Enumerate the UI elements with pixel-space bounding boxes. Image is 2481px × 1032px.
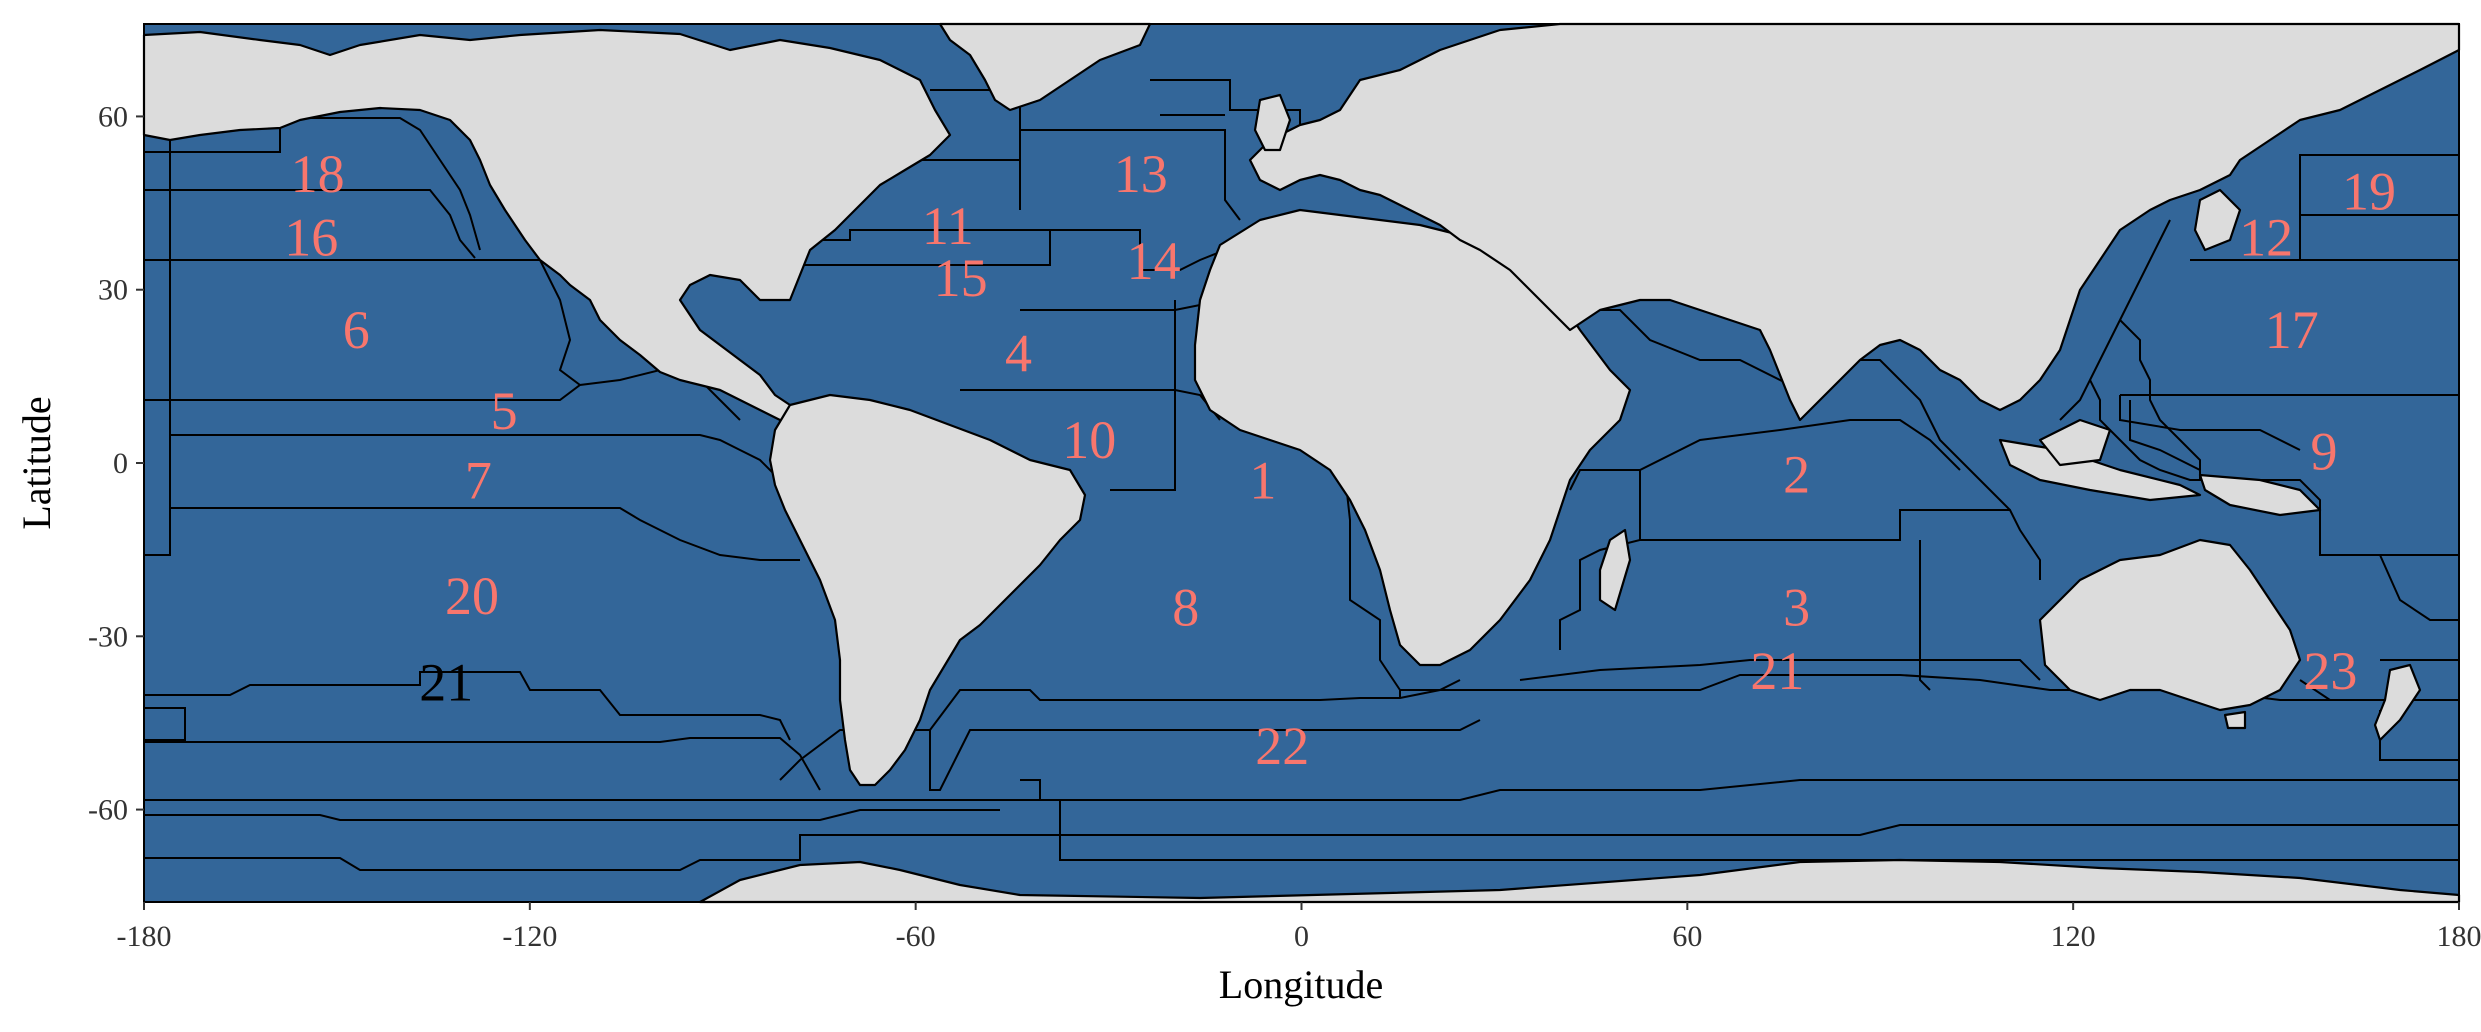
- boundary-line: [2119, 319, 2201, 480]
- land-masses: [142, 22, 2461, 904]
- boundary-line: [170, 259, 581, 386]
- region-label-15: 15: [934, 248, 988, 308]
- region-label-17: 17: [2265, 300, 2319, 360]
- land-tasmania: [2223, 710, 2247, 730]
- boundary-line: [2129, 400, 2201, 471]
- land-south-america: [768, 393, 1087, 787]
- boundary-line: [144, 737, 821, 791]
- land-australia: [2038, 538, 2302, 712]
- boundary-line: [1919, 540, 1931, 691]
- land-britain: [1253, 93, 1292, 152]
- boundary-line: [144, 671, 791, 741]
- boundary-line: [2379, 554, 2459, 621]
- boundary-line: [2200, 479, 2459, 556]
- region-label-1: 1: [1249, 450, 1276, 510]
- x-tick-label: 120: [2051, 920, 2096, 953]
- boundary-line: [170, 368, 741, 421]
- region-label-8: 8: [1172, 577, 1199, 637]
- region-label-12: 12: [2239, 208, 2293, 268]
- y-axis: -60 -30 0 30 60: [88, 100, 144, 827]
- region-label-10: 10: [1062, 410, 1116, 470]
- boundary-line: [170, 507, 800, 561]
- boundary-line: [1110, 395, 1176, 491]
- x-axis-title: Longitude: [1219, 962, 1383, 1007]
- land-eurasia: [1248, 22, 2461, 422]
- y-axis-title: Latitude: [14, 396, 59, 529]
- boundary-line: [144, 707, 186, 741]
- x-axis: -180 -120 -60 0 60 120 180: [117, 902, 2481, 953]
- region-label-19: 19: [2342, 162, 2396, 222]
- region-label-3: 3: [1783, 577, 1810, 637]
- y-tick-label: -30: [88, 620, 128, 653]
- region-label-11: 11: [922, 196, 974, 256]
- region-label-14: 14: [1127, 231, 1181, 291]
- boundary-line: [1519, 659, 2041, 681]
- region-label-21: 21: [419, 653, 473, 713]
- boundary-line: [144, 809, 1000, 821]
- boundary-line: [144, 189, 476, 259]
- x-tick-label: -60: [896, 920, 936, 953]
- boundary-line: [1569, 419, 1961, 491]
- boundary-line: [1019, 129, 1241, 221]
- region-label-7: 7: [465, 450, 492, 510]
- region-label-22: 22: [1255, 716, 1309, 776]
- y-tick-label: 0: [113, 447, 128, 480]
- boundary-line: [144, 799, 1061, 835]
- region-label-16: 16: [284, 208, 338, 268]
- land-japan: [2193, 188, 2242, 252]
- region-boundaries: [143, 79, 2459, 871]
- region-label-4: 4: [1005, 323, 1032, 383]
- land-north-america: [142, 28, 952, 422]
- region-label-6: 6: [343, 300, 370, 360]
- land-borneo: [2038, 418, 2112, 467]
- boundary-line: [1020, 779, 1041, 800]
- boundary-line: [1399, 674, 2459, 701]
- boundary-line: [2299, 154, 2459, 215]
- land-greenland: [938, 22, 1152, 112]
- x-tick-label: 180: [2437, 920, 2481, 953]
- y-tick-label: 60: [98, 100, 128, 133]
- region-label-9: 9: [2310, 421, 2337, 481]
- region-label-2: 2: [1783, 445, 1810, 505]
- boundary-line: [1150, 79, 1301, 130]
- boundary-line: [144, 117, 481, 251]
- y-tick-label: 30: [98, 274, 128, 307]
- x-tick-label: -120: [502, 920, 557, 953]
- region-label-18: 18: [291, 144, 345, 204]
- boundary-line: [2299, 679, 2380, 701]
- land-antarctica: [698, 858, 2461, 904]
- y-tick-label: -60: [88, 794, 128, 827]
- boundary-line: [144, 834, 1060, 871]
- boundary-line: [1339, 429, 1401, 691]
- boundary-line: [2119, 395, 2301, 451]
- boundary-line: [929, 719, 1481, 791]
- land-madagascar: [1598, 528, 1632, 612]
- region-label-23: 23: [2303, 641, 2357, 701]
- boundary-line: [1060, 824, 2459, 836]
- region-label-5: 5: [491, 381, 518, 441]
- boundary-line: [144, 400, 171, 556]
- boundary-line: [170, 434, 781, 481]
- region-label-20: 20: [445, 566, 499, 626]
- boundary-line: [2089, 379, 2200, 481]
- boundary-line: [1580, 309, 1801, 391]
- boundary-line: [800, 229, 1226, 271]
- region-label-21: 21: [1750, 641, 1804, 701]
- boundary-line: [820, 229, 1050, 241]
- land-new-guinea: [2198, 473, 2322, 517]
- boundary-line: [1030, 779, 2459, 801]
- boundary-line: [1059, 835, 2459, 861]
- region-label-13: 13: [1114, 144, 1168, 204]
- x-tick-label: 0: [1294, 920, 1309, 953]
- land-new-zealand: [2373, 663, 2422, 742]
- x-tick-label: 60: [1672, 920, 1702, 953]
- x-tick-label: -180: [117, 920, 172, 953]
